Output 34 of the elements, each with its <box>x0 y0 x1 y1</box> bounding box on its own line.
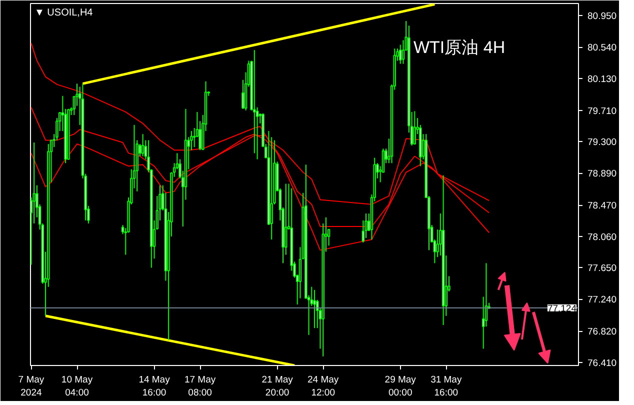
ref-line-label: 77.124 <box>547 303 577 314</box>
y-tick-label: 79.300 <box>588 137 617 148</box>
candlestick <box>364 213 368 238</box>
y-tick-label: 77.240 <box>588 294 617 306</box>
y-tick-label: 79.710 <box>588 106 617 117</box>
x-tick-label: 10 May 04:00 <box>61 374 93 399</box>
y-tick-label: 76.410 <box>588 358 617 369</box>
x-tick-label: 7 May 2024 <box>18 374 44 399</box>
chart-title: ▼ USOIL,H4 <box>34 8 94 18</box>
x-tick-label: 24 May 12:00 <box>308 374 339 399</box>
y-tick-label: 77.650 <box>588 263 617 274</box>
candlestick <box>313 289 316 329</box>
candlestick <box>413 110 416 145</box>
y-tick-label: 78.890 <box>588 168 617 180</box>
candlestick <box>402 40 405 64</box>
candlestick <box>76 83 78 106</box>
y-tick-label: 80.950 <box>588 11 617 22</box>
y-tick-label: 78.060 <box>588 232 617 243</box>
candlestick <box>270 136 273 240</box>
candlestick <box>242 79 244 110</box>
candlestick <box>284 183 288 256</box>
x-tick-label: 31 May 16:00 <box>430 374 462 399</box>
x-tick-label: 21 May 20:00 <box>262 374 294 399</box>
candlestick <box>399 44 402 64</box>
y-tick-label: 80.540 <box>588 42 617 54</box>
x-tick-label: 17 May 08:00 <box>184 374 216 399</box>
candlestick <box>198 120 202 151</box>
annotation: WTI原油 4H <box>414 38 506 57</box>
y-tick-label: 76.820 <box>588 326 617 338</box>
x-tick-label: 29 May 00:00 <box>384 374 416 399</box>
y-tick-label: 80.130 <box>588 74 617 85</box>
y-tick-label: 78.470 <box>588 200 617 212</box>
x-tick-label: 14 May 16:00 <box>138 374 170 399</box>
candlestick <box>141 134 144 157</box>
